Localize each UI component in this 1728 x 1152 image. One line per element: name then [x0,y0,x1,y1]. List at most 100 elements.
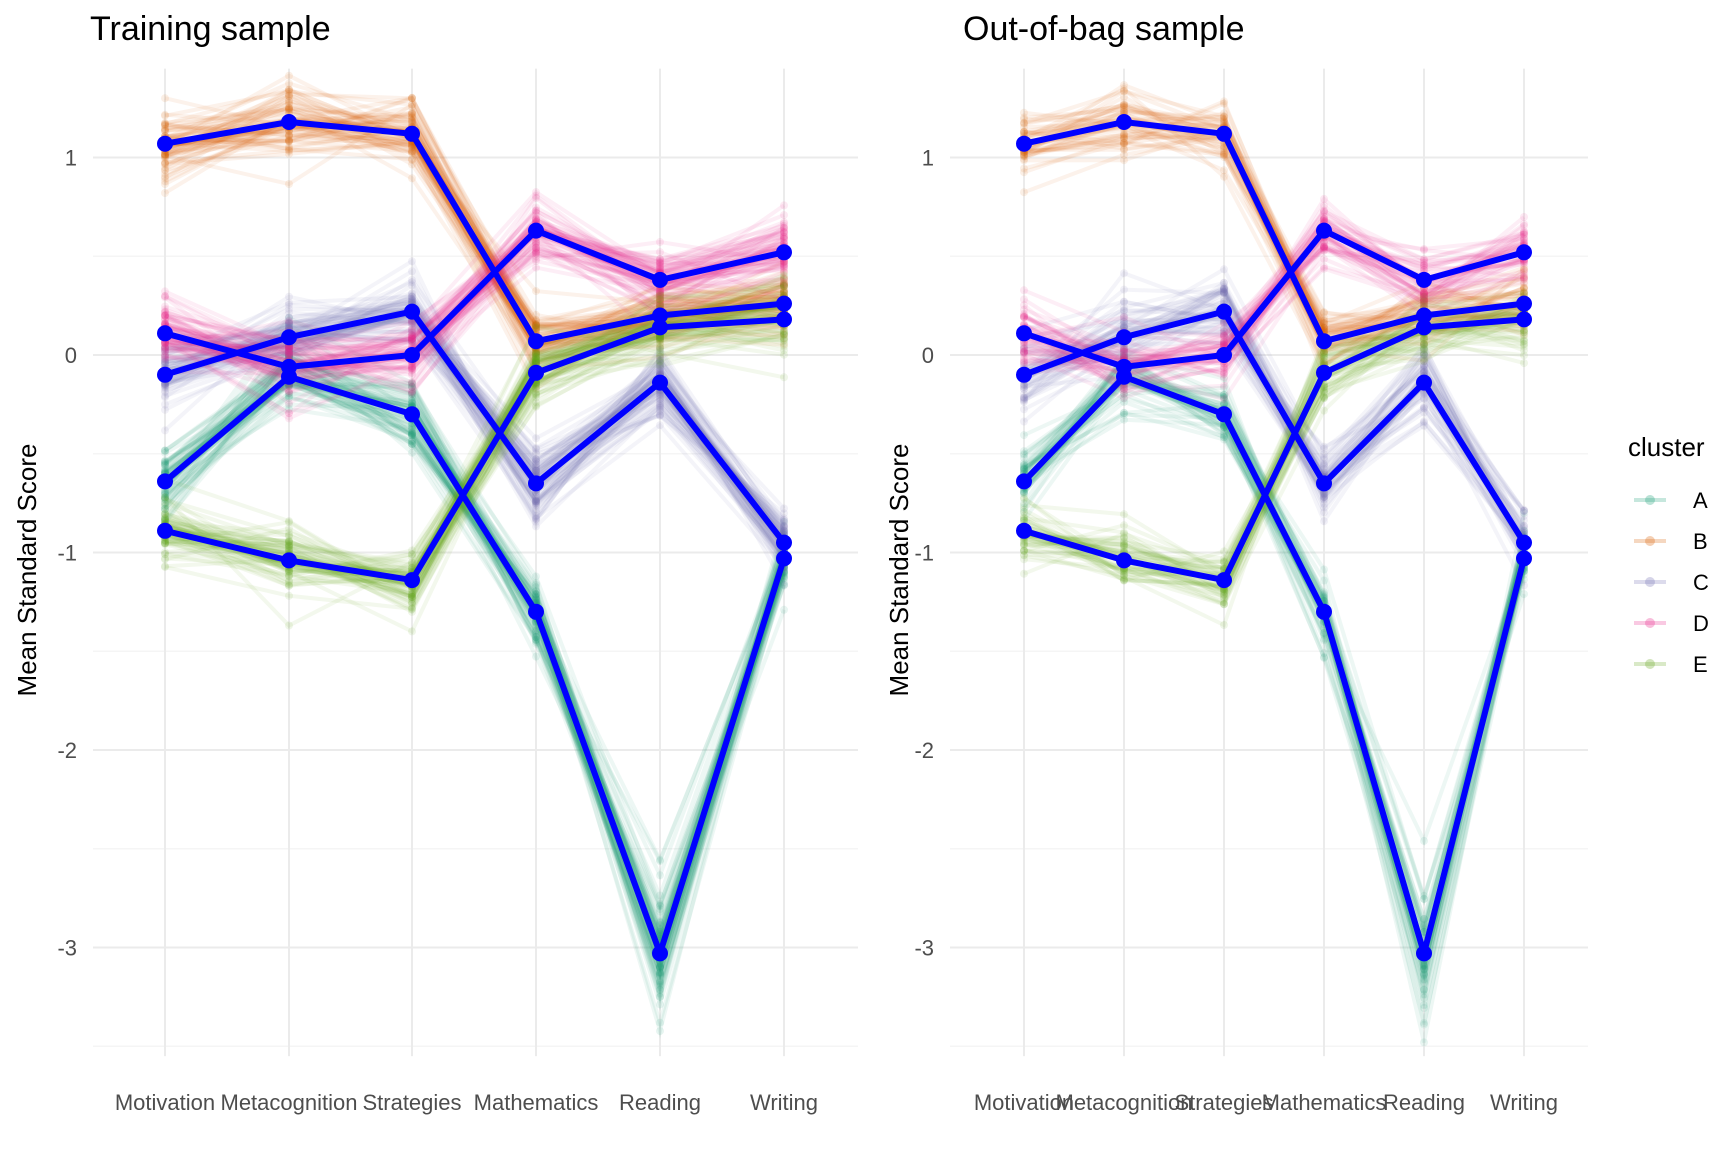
bootstrap-point-A [656,978,664,987]
mean-point-E [1016,522,1032,539]
bootstrap-point-B [408,93,416,102]
bootstrap-point-B [285,136,293,145]
mean-point-C [157,366,173,383]
bootstrap-line-A [163,354,786,917]
bootstrap-point-B [285,103,293,112]
bootstrap-point-B [656,298,664,307]
bootstrap-point-C [780,580,788,589]
legend-label-A: A [1693,488,1708,513]
bootstrap-point-A [532,593,540,601]
bootstrap-point-B [780,278,788,287]
mean-point-D [1516,244,1532,261]
bootstrap-point-B [408,108,416,117]
bootstrap-point-A [161,495,169,504]
bootstrap-point-C [1320,492,1328,501]
bootstrap-point-A [656,971,664,979]
bootstrap-point-A [408,437,416,446]
bootstrap-line-A [163,359,786,997]
bootstrap-point-E [780,327,788,336]
mean-point-E [1216,572,1232,589]
bootstrap-point-A [408,421,416,430]
bootstrap-point-A [532,635,540,644]
bootstrap-point-A [408,380,416,389]
bootstrap-point-B [161,120,169,128]
bootstrap-point-B [532,347,540,356]
bootstrap-point-D [532,257,540,266]
bootstrap-point-A [408,383,416,392]
bootstrap-point-A [532,587,540,596]
bootstrap-point-A [408,429,416,438]
bootstrap-line-B [164,81,785,329]
bootstrap-point-C [780,521,788,530]
bootstrap-point-D [285,409,293,418]
bootstrap-point-E [1420,338,1428,347]
bootstrap-point-A [656,857,664,865]
bootstrap-point-D [161,293,169,302]
bootstrap-point-B [1320,318,1328,327]
bootstrap-point-A [656,918,664,927]
bootstrap-point-E [161,554,169,563]
bootstrap-point-A [408,427,416,436]
bootstrap-point-A [656,963,664,972]
panel-training: Training sample Mean Standard Score 1 0 -1… [12,10,858,1115]
mean-point-C [1516,534,1532,551]
bootstrap-point-B [656,291,664,300]
bootstrap-point-B [161,151,169,159]
bootstrap-point-A [285,405,293,413]
bootstrap-point-B [656,291,664,299]
bootstrap-point-A [656,921,664,930]
bootstrap-point-D [1020,312,1028,321]
bootstrap-point-A [285,392,293,401]
bootstrap-point-A [656,959,664,968]
bootstrap-point-A [656,978,664,987]
bootstrap-point-D [1120,347,1128,356]
bootstrap-point-B [532,319,540,328]
x-tick-labels-training: Motivation Metacognition Strategies Mathema… [115,1090,818,1115]
bootstrap-point-A [532,590,540,599]
bootstrap-point-B [408,117,416,126]
legend-label-B: B [1693,529,1708,554]
bootstrap-line-B [164,111,785,374]
bootstrap-point-B [780,287,788,296]
bootstrap-point-C [1320,517,1328,526]
bootstrap-point-A [408,431,416,440]
legend-label-C: C [1693,570,1709,595]
bootstrap-point-D [1320,264,1328,273]
bootstrap-point-B [532,310,540,319]
bootstrap-line-B [164,93,785,387]
bootstrap-point-B [408,146,416,155]
bootstrap-point-B [285,135,293,144]
mean-point-A [1016,473,1032,490]
bootstrap-point-A [408,440,416,448]
bootstrap-point-B [285,149,293,158]
bootstrap-point-B [161,177,169,186]
bootstrap-point-E [1220,598,1228,607]
mean-point-A [1416,945,1432,962]
bootstrap-point-B [532,315,540,324]
bootstrap-point-B [161,127,169,135]
bootstrap-point-A [780,526,788,535]
bootstrap-point-C [161,400,169,409]
bootstrap-point-A [161,504,169,513]
bootstrap-point-D [780,201,788,210]
bootstrap-point-B [408,143,416,152]
bootstrap-point-B [656,333,664,342]
bootstrap-point-B [780,268,788,277]
legend-title: cluster [1628,432,1705,462]
bootstrap-point-D [1520,213,1528,221]
bootstrap-point-B [532,349,540,358]
bootstrap-point-D [780,263,788,272]
bootstrap-point-E [1220,621,1228,629]
mean-point-A [528,603,544,620]
bootstrap-point-B [285,136,293,145]
bootstrap-point-A [161,490,169,499]
bootstrap-point-A [532,595,540,604]
bootstrap-point-A [656,977,664,985]
bootstrap-point-B [780,278,788,286]
bootstrap-point-A [1420,976,1428,985]
bootstrap-point-B [285,85,293,94]
bootstrap-point-A [532,652,540,661]
bootstrap-point-D [408,378,416,386]
bootstrap-point-B [161,151,169,160]
mean-point-B [1316,333,1332,350]
